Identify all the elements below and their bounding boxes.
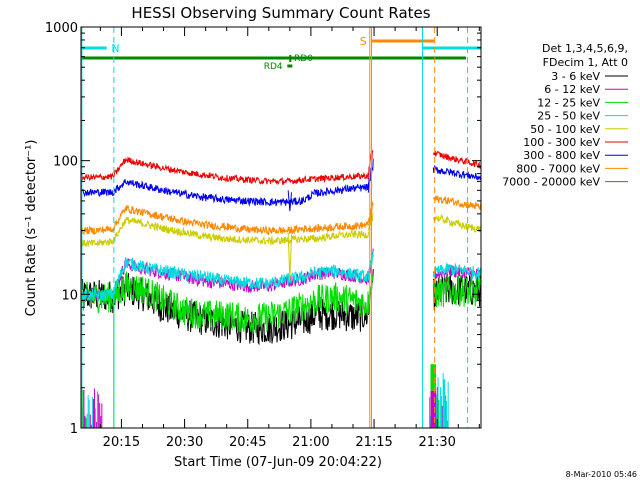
rd4-flag-label: RD4 (264, 62, 283, 72)
night-flag-label: N (111, 42, 119, 55)
plot-frame (80, 26, 482, 429)
series-line (367, 276, 374, 307)
legend-entry: 3 - 6 keV (551, 70, 600, 83)
y-tick-label: 10 (61, 288, 78, 303)
footer-date: 8-Mar-2010 05:46 (566, 470, 637, 479)
saa-flag-label: S (360, 35, 367, 48)
series-line (432, 213, 482, 233)
x-axis-label: Start Time (07-Jun-09 20:04:22) (174, 455, 382, 470)
green-block (430, 364, 436, 391)
series-line (367, 158, 374, 193)
series-line (432, 150, 482, 169)
series-line (80, 156, 369, 186)
legend-entry: 100 - 300 keV (523, 136, 600, 149)
chart-title: HESSI Observing Summary Count Rates (131, 4, 430, 22)
legend-entry: 25 - 50 keV (537, 110, 600, 123)
legend-entry: 6 - 12 keV (544, 83, 600, 96)
series-line (432, 263, 482, 281)
series-line (367, 251, 374, 281)
series-line (80, 216, 369, 248)
series-line (367, 150, 374, 180)
legend-entry: 300 - 800 keV (523, 149, 600, 162)
attenuator-dip (287, 190, 293, 212)
attenuator-dip (287, 232, 293, 280)
series-line (80, 204, 369, 236)
series-line (432, 276, 482, 309)
x-tick-label: 20:45 (229, 435, 266, 450)
x-tick-label: 21:15 (355, 435, 392, 450)
legend-header: FDecim 1, Att 0 (543, 56, 628, 69)
legend-header: Det 1,3,4,5,6,9, (542, 42, 628, 55)
legend-entry: 12 - 25 keV (537, 96, 600, 109)
series-line (80, 179, 369, 207)
x-tick-label: 20:15 (103, 435, 140, 450)
series-line (367, 212, 374, 231)
y-axis-label: Count Rate (s⁻¹ detector⁻¹) (24, 140, 39, 317)
y-tick-label: 100 (53, 155, 78, 170)
y-tick-label: 1000 (45, 21, 78, 36)
magenta-block (430, 390, 436, 428)
legend-entry: 50 - 100 keV (530, 123, 600, 136)
series-line (80, 257, 369, 302)
legend-entry: 800 - 7000 keV (516, 162, 600, 175)
series-line (432, 164, 482, 181)
series-line (367, 201, 374, 223)
series-line (80, 271, 369, 334)
legend-entry: 7000 - 20000 keV (502, 176, 600, 189)
x-tick-label: 21:30 (418, 435, 455, 450)
x-tick-label: 20:30 (166, 435, 203, 450)
rd0-flag-label: RD0 (294, 54, 313, 64)
x-tick-label: 21:00 (292, 435, 329, 450)
series-line (432, 195, 482, 210)
y-tick-label: 1 (70, 422, 78, 437)
